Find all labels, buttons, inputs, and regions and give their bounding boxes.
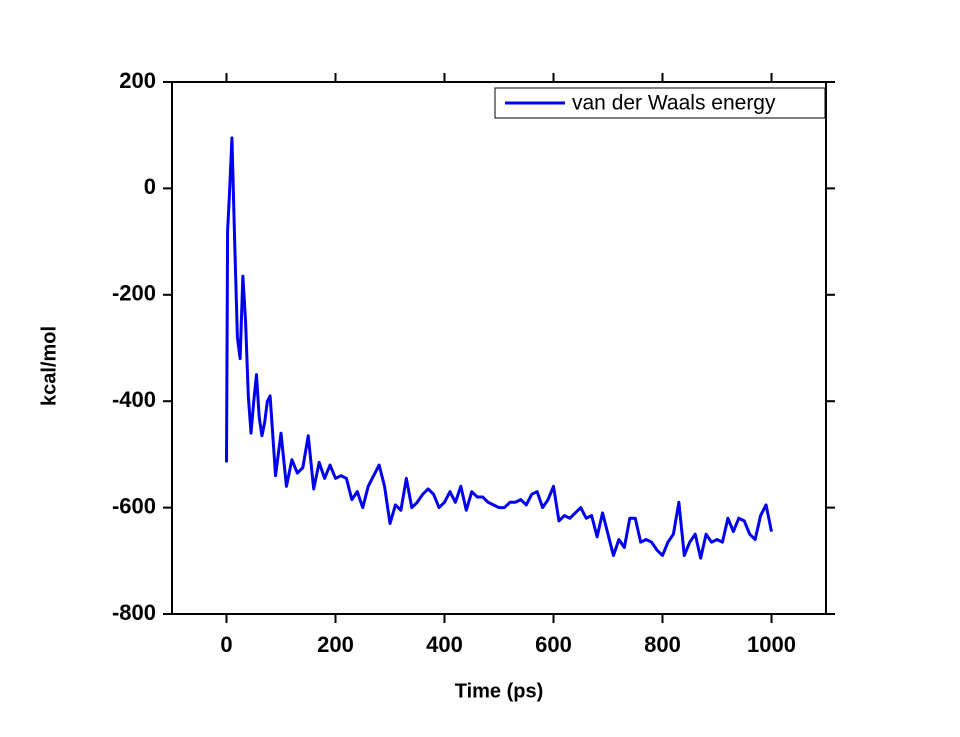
legend: van der Waals energy xyxy=(494,87,826,119)
y-tick-label: -600 xyxy=(112,493,156,518)
x-tick-label: 800 xyxy=(644,632,681,657)
x-tick-label: 1000 xyxy=(747,632,796,657)
y-tick-label: 200 xyxy=(119,68,156,93)
y-tick-label: -400 xyxy=(112,387,156,412)
x-tick-label: 400 xyxy=(426,632,463,657)
y-axis-label: kcal/mol xyxy=(38,326,60,406)
x-tick-label: 600 xyxy=(535,632,572,657)
x-tick-label: 200 xyxy=(317,632,354,657)
x-tick-label: 0 xyxy=(220,632,232,657)
data-line xyxy=(225,136,773,560)
x-axis-label: Time (ps) xyxy=(455,680,544,702)
legend-label: van der Waals energy xyxy=(572,92,776,115)
y-tick-label: -200 xyxy=(112,281,156,306)
y-tick-label: 0 xyxy=(144,174,156,199)
plot-frame xyxy=(171,81,827,615)
y-tick-label: -800 xyxy=(112,600,156,625)
